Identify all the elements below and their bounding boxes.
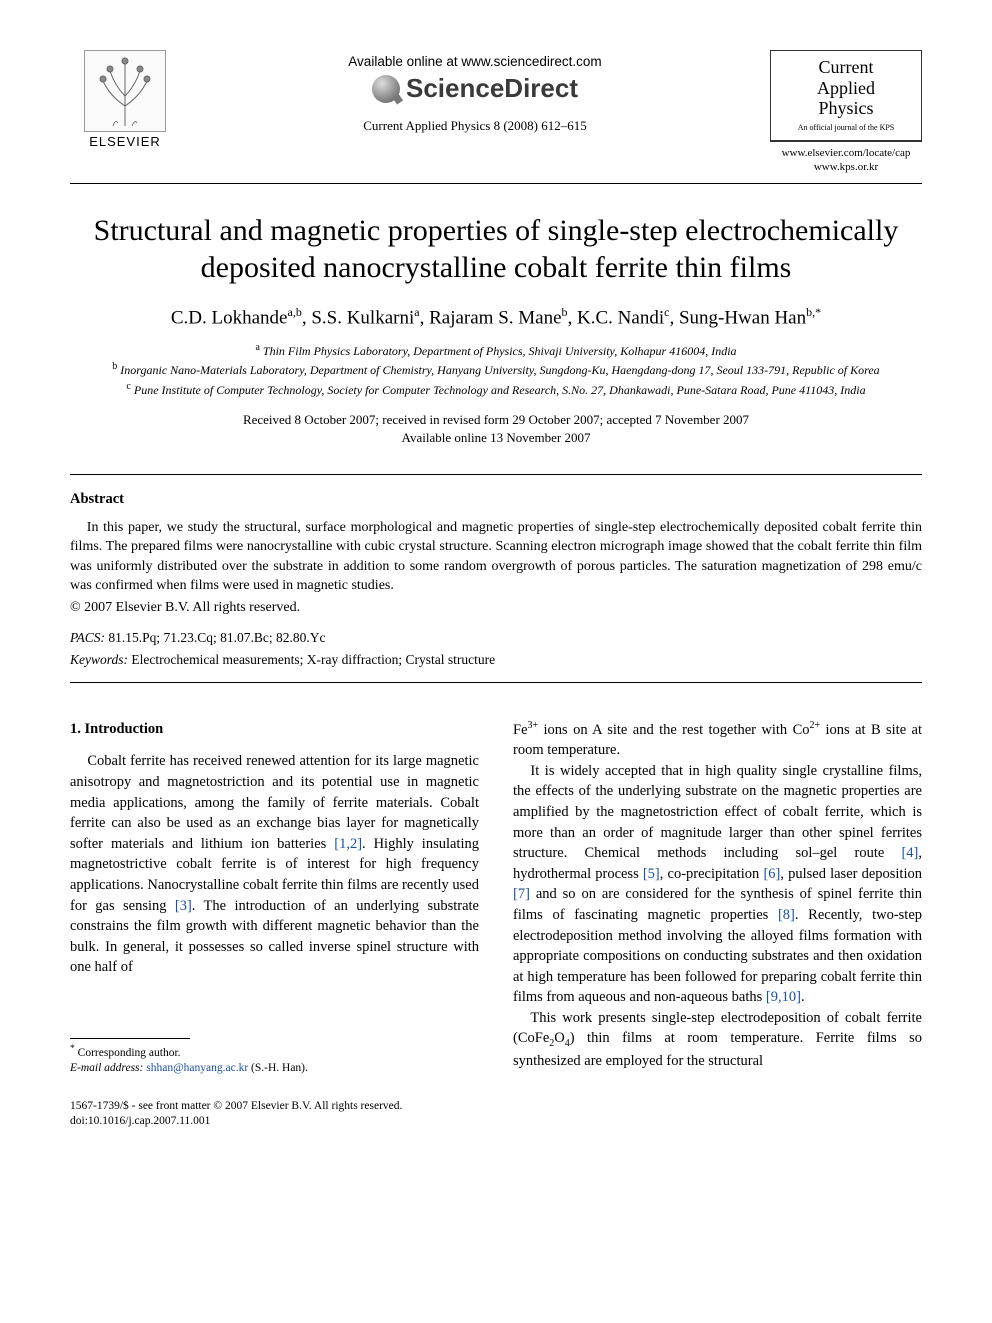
article-dates: Received 8 October 2007; received in rev… xyxy=(70,411,922,447)
pacs-value: 81.15.Pq; 71.23.Cq; 81.07.Bc; 82.80.Yc xyxy=(108,630,325,645)
affiliation-c: Pune Institute of Computer Technology, S… xyxy=(134,383,866,397)
doi-line: doi:10.1016/j.cap.2007.11.001 xyxy=(70,1114,922,1130)
author-4-aff: c xyxy=(664,305,669,319)
journal-reference: Current Applied Physics 8 (2008) 612–615 xyxy=(180,118,770,134)
affiliations: a Thin Film Physics Laboratory, Departme… xyxy=(90,341,902,399)
journal-link-2[interactable]: www.kps.or.kr xyxy=(770,160,922,174)
intro-paragraph-3: This work presents single-step electrode… xyxy=(513,1008,922,1072)
journal-cover-line1: Current xyxy=(775,57,917,78)
footer-block: 1567-1739/$ - see front matter © 2007 El… xyxy=(70,1099,922,1130)
author-1-aff: a,b xyxy=(288,305,302,319)
body-columns: 1. Introduction Cobalt ferrite has recei… xyxy=(70,719,922,1077)
article-title: Structural and magnetic properties of si… xyxy=(80,212,912,287)
author-1: C.D. Lokhande xyxy=(171,307,288,328)
footnote-block: * * Corresponding author.Corresponding a… xyxy=(70,1043,479,1077)
intro-paragraph-1: Cobalt ferrite has received renewed atte… xyxy=(70,751,479,977)
header-row: ELSEVIER Available online at www.science… xyxy=(70,50,922,175)
journal-cover-line3: Physics xyxy=(775,98,917,119)
intro-paragraph-1-cont: Fe3+ ions on A site and the rest togethe… xyxy=(513,719,922,761)
sciencedirect-wordmark: ScienceDirect xyxy=(406,73,578,104)
ref-link-7[interactable]: [7] xyxy=(513,886,530,902)
ref-link-4[interactable]: [4] xyxy=(901,845,918,861)
ref-link-6[interactable]: [6] xyxy=(763,866,780,882)
abstract-text: In this paper, we study the structural, … xyxy=(70,518,922,596)
p2-d: , pulsed laser deposition xyxy=(780,866,922,882)
front-matter-line: 1567-1739/$ - see front matter © 2007 El… xyxy=(70,1099,922,1115)
p2-g: . xyxy=(801,989,805,1005)
author-3-aff: b xyxy=(562,305,568,319)
email-tail: (S.-H. Han). xyxy=(248,1062,308,1074)
keywords-line: Keywords: Electrochemical measurements; … xyxy=(70,652,922,668)
journal-cover: Current Applied Physics An official jour… xyxy=(770,50,922,142)
author-5: Sung-Hwan Han xyxy=(679,307,806,328)
journal-cover-block: Current Applied Physics An official jour… xyxy=(770,50,922,175)
keywords-label: Keywords: xyxy=(70,652,128,667)
journal-link-1[interactable]: www.elsevier.com/locate/cap xyxy=(770,146,922,160)
email-link[interactable]: shhan@hanyang.ac.kr xyxy=(146,1062,248,1074)
author-4: K.C. Nandi xyxy=(577,307,664,328)
sciencedirect-logo: ScienceDirect xyxy=(372,73,578,104)
copyright-line: © 2007 Elsevier B.V. All rights reserved… xyxy=(70,600,922,616)
header-rule xyxy=(70,183,922,184)
author-2: S.S. Kulkarni xyxy=(311,307,414,328)
intro-paragraph-2: It is widely accepted that in high quali… xyxy=(513,761,922,1008)
author-3: Rajaram S. Mane xyxy=(429,307,561,328)
ref-link-3[interactable]: [3] xyxy=(175,898,192,914)
received-date: Received 8 October 2007; received in rev… xyxy=(70,411,922,429)
page-root: ELSEVIER Available online at www.science… xyxy=(0,0,992,1170)
section-1-heading: 1. Introduction xyxy=(70,719,479,740)
p2-a: It is widely accepted that in high quali… xyxy=(513,763,922,861)
authors-line: C.D. Lokhandea,b, S.S. Kulkarnia, Rajara… xyxy=(70,305,922,329)
journal-cover-line2: Applied xyxy=(775,78,917,99)
elsevier-tree-icon xyxy=(84,50,166,132)
publisher-block: ELSEVIER xyxy=(70,50,180,149)
abstract-top-rule xyxy=(70,474,922,475)
publisher-name: ELSEVIER xyxy=(70,134,180,149)
journal-cover-subtitle: An official journal of the KPS xyxy=(775,123,917,132)
pacs-label: PACS: xyxy=(70,630,105,645)
pacs-line: PACS: 81.15.Pq; 71.23.Cq; 81.07.Bc; 82.8… xyxy=(70,630,922,646)
affiliation-b: Inorganic Nano-Materials Laboratory, Dep… xyxy=(120,363,879,377)
keywords-value: Electrochemical measurements; X-ray diff… xyxy=(131,652,495,667)
author-5-aff: b,* xyxy=(806,305,821,319)
online-date: Available online 13 November 2007 xyxy=(70,429,922,447)
footnote-rule xyxy=(70,1038,190,1039)
column-left: 1. Introduction Cobalt ferrite has recei… xyxy=(70,719,479,1077)
available-online-text: Available online at www.sciencedirect.co… xyxy=(180,54,770,69)
header-center: Available online at www.sciencedirect.co… xyxy=(180,50,770,134)
abstract-bottom-rule xyxy=(70,682,922,683)
column-right: Fe3+ ions on A site and the rest togethe… xyxy=(513,719,922,1077)
author-2-aff: a xyxy=(414,305,419,319)
ref-link-1-2[interactable]: [1,2] xyxy=(334,836,362,852)
abstract-heading: Abstract xyxy=(70,491,922,508)
corresponding-author: * * Corresponding author.Corresponding a… xyxy=(70,1043,479,1061)
ref-link-9-10[interactable]: [9,10] xyxy=(766,989,801,1005)
ref-link-5[interactable]: [5] xyxy=(643,866,660,882)
p2-c: , co-precipitation xyxy=(660,866,764,882)
sciencedirect-ball-icon xyxy=(372,75,400,103)
affiliation-a: Thin Film Physics Laboratory, Department… xyxy=(263,344,737,358)
ref-link-8[interactable]: [8] xyxy=(778,907,795,923)
email-label: E-mail address: xyxy=(70,1062,143,1074)
